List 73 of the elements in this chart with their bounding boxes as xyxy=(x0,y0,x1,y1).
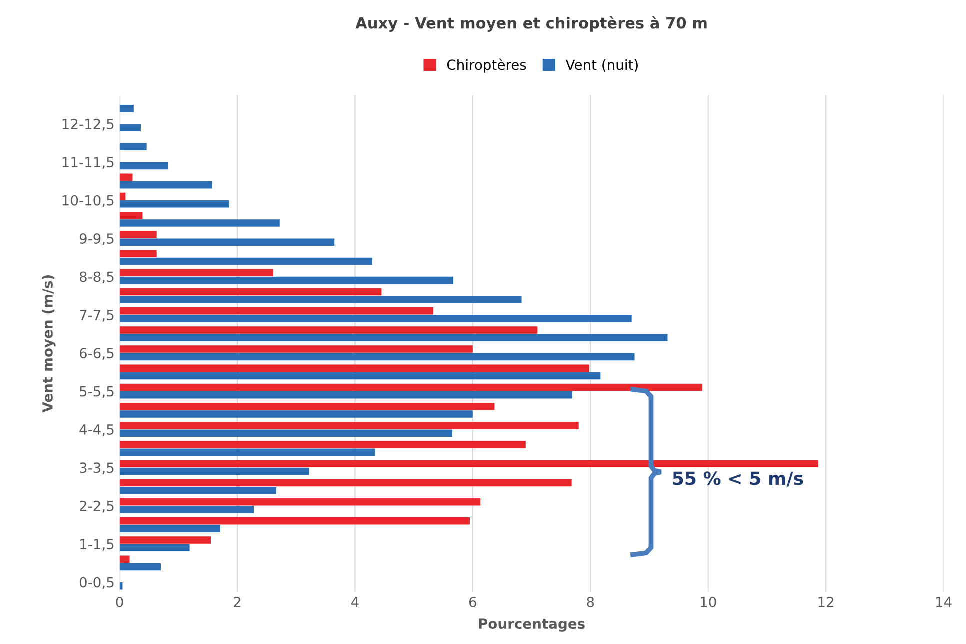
bar xyxy=(120,506,254,514)
bar xyxy=(120,486,276,494)
bar xyxy=(120,556,130,563)
y-tick-label: 11-11,5 xyxy=(62,157,114,170)
bar xyxy=(120,525,220,532)
bar xyxy=(120,326,538,334)
y-tick-label: 9-9,5 xyxy=(80,234,114,246)
bar xyxy=(120,250,157,258)
bar xyxy=(120,448,376,456)
y-tick-label: 0-0,5 xyxy=(80,577,114,590)
bar xyxy=(120,105,134,112)
bar xyxy=(120,479,572,487)
chart-title: Auxy - Vent moyen et chiroptères à 70 m xyxy=(356,16,707,32)
x-tick-label: 10 xyxy=(701,596,716,608)
bar xyxy=(120,143,147,151)
bar xyxy=(120,441,526,448)
y-tick-label: 12-12,5 xyxy=(62,118,114,131)
y-tick-label: 8-8,5 xyxy=(80,272,114,284)
bar xyxy=(120,392,572,399)
bar xyxy=(120,220,280,227)
y-tick-label: 1-1,5 xyxy=(80,539,114,551)
legend-label: Chiroptères xyxy=(447,58,526,73)
bar xyxy=(120,402,495,410)
x-tick-label: 0 xyxy=(116,596,124,608)
y-tick-label: 6-6,5 xyxy=(80,348,114,360)
y-tick-label: 2-2,5 xyxy=(80,500,114,513)
x-tick-label: 12 xyxy=(818,596,834,608)
x-axis-title: Pourcentages xyxy=(479,618,585,632)
bar xyxy=(120,430,452,437)
bar xyxy=(120,536,212,544)
y-tick-label: 3-3,5 xyxy=(80,462,114,475)
bar xyxy=(120,384,702,392)
bar xyxy=(120,288,382,296)
y-tick-label: 10-10,5 xyxy=(62,195,114,208)
bar xyxy=(120,334,668,342)
bar xyxy=(120,192,126,200)
bar xyxy=(120,353,635,361)
x-tick-label: 6 xyxy=(469,596,476,608)
x-tick-label: 4 xyxy=(351,597,359,608)
bar xyxy=(120,238,335,246)
bar xyxy=(120,544,190,552)
bar xyxy=(120,468,310,476)
bar xyxy=(120,307,434,315)
legend-label: Vent (nuit) xyxy=(566,59,638,72)
bar xyxy=(120,410,473,418)
bar xyxy=(120,422,579,430)
bar xyxy=(120,296,522,304)
bar xyxy=(120,372,601,380)
bar xyxy=(120,162,168,170)
bar xyxy=(120,276,454,284)
bar xyxy=(120,498,481,506)
bar xyxy=(120,258,372,266)
x-tick-label: 8 xyxy=(587,596,594,608)
bar xyxy=(120,364,590,372)
bar xyxy=(120,518,470,525)
bar xyxy=(120,124,141,132)
bar xyxy=(120,346,473,353)
y-tick-label: 5-5,5 xyxy=(80,386,114,398)
bar xyxy=(120,460,818,468)
bar xyxy=(120,269,274,277)
y-tick-label: 7-7,5 xyxy=(80,310,114,322)
bar xyxy=(120,200,230,208)
annotation: 55 % < 5 m/s xyxy=(673,472,804,487)
bar xyxy=(120,181,212,189)
bar xyxy=(120,563,161,571)
bar xyxy=(120,174,133,182)
y-axis-title: Vent moyen (m/s) xyxy=(42,276,56,413)
y-tick-label: 4-4,5 xyxy=(80,424,114,436)
bar xyxy=(120,212,143,220)
bar xyxy=(120,231,157,238)
bar xyxy=(120,315,632,322)
x-tick-label: 2 xyxy=(234,596,241,608)
x-tick-label: 14 xyxy=(936,597,952,608)
